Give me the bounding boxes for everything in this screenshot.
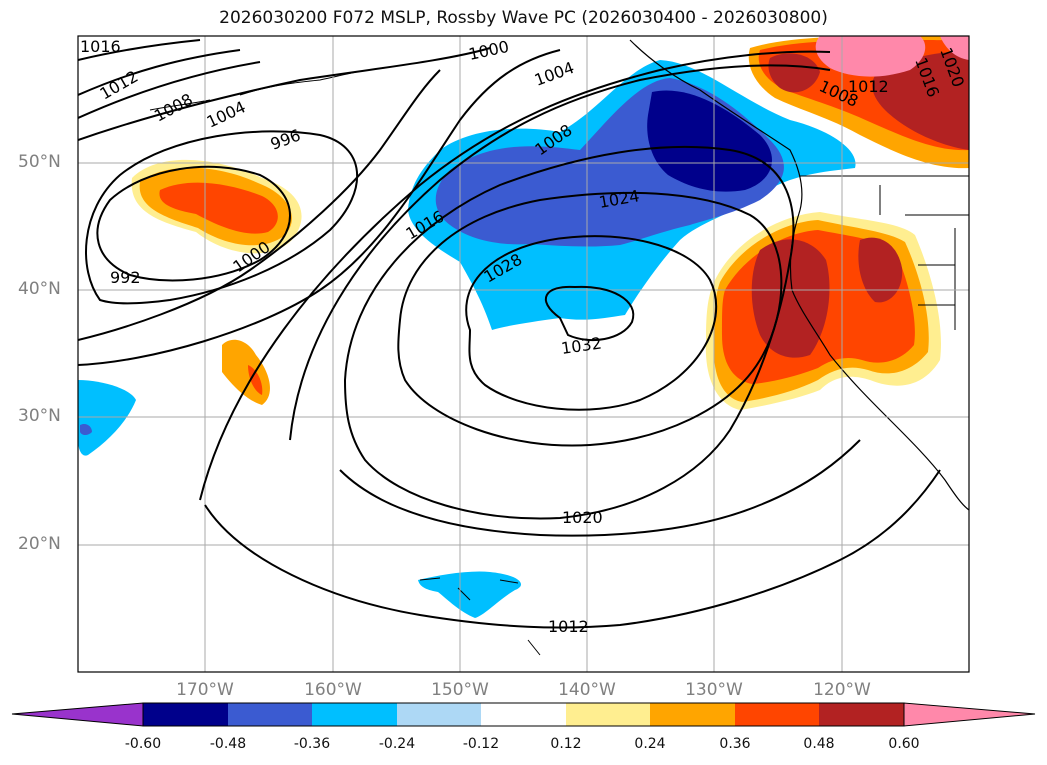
colorbar-tick: 0.12 <box>550 736 582 752</box>
graticule <box>78 36 969 672</box>
anomaly-positive-coast-core <box>751 239 830 358</box>
isobar-1032 <box>545 285 635 342</box>
isobar-label: 1012 <box>548 617 589 636</box>
lat-label: 40°N <box>18 279 61 299</box>
map-frame <box>77 35 970 673</box>
isobar-992 <box>96 165 291 282</box>
colorbar-tick: -0.60 <box>124 736 162 752</box>
lon-label: 120°W <box>813 680 871 700</box>
colorbar-bin <box>228 703 312 726</box>
colorbar-tick: -0.12 <box>462 736 500 752</box>
colorbar-tick: -0.36 <box>293 736 331 752</box>
colorbar-bin <box>650 703 735 726</box>
lon-label: 140°W <box>558 680 616 700</box>
lat-label: 20°N <box>18 534 61 554</box>
isobar-label: 1016 <box>80 37 121 56</box>
colorbar-extend-high <box>903 702 1036 727</box>
colorbar-tick: -0.24 <box>378 736 416 752</box>
isobars <box>78 39 941 629</box>
isobar-1028 <box>465 235 718 411</box>
lon-label: 160°W <box>304 680 362 700</box>
colorbar-bin <box>312 703 397 726</box>
lat-label: 50°N <box>18 152 61 172</box>
anomaly-positive-west-inner <box>159 182 278 234</box>
lon-label: 130°W <box>685 680 743 700</box>
isobar-label: 1020 <box>562 508 603 527</box>
anomaly-negative-core <box>647 90 772 192</box>
colorbar-tick: 0.60 <box>888 736 920 752</box>
anomaly-negative-west <box>78 380 136 456</box>
colorbar-bin <box>143 703 228 726</box>
isobar-1020 <box>343 145 795 520</box>
lat-label: 30°N <box>18 406 61 426</box>
lon-label: 170°W <box>176 680 234 700</box>
colorbar-tick: -0.48 <box>209 736 247 752</box>
anomaly-positive-north-pink <box>815 36 926 77</box>
colorbar-tick: 0.24 <box>634 736 666 752</box>
map-title: 2026030200 F072 MSLP, Rossby Wave PC (20… <box>219 8 828 28</box>
colorbar-bin <box>397 703 481 726</box>
isobar-label: 1012 <box>848 77 889 96</box>
coastline-hawaii <box>419 577 541 656</box>
isobar-996 <box>85 130 359 305</box>
anomaly-negative-hawaii <box>418 571 522 618</box>
isobar-label: 992 <box>110 268 141 287</box>
colorbar-bin <box>481 703 566 726</box>
lon-label: 150°W <box>431 680 489 700</box>
colorbar-bin <box>735 703 819 726</box>
colorbar-tick: 0.48 <box>803 736 835 752</box>
colorbar-bin <box>566 703 650 726</box>
colorbar-extend-low <box>11 702 144 727</box>
colorbar-tick: 0.36 <box>719 736 751 752</box>
colorbar-bin <box>819 703 904 726</box>
